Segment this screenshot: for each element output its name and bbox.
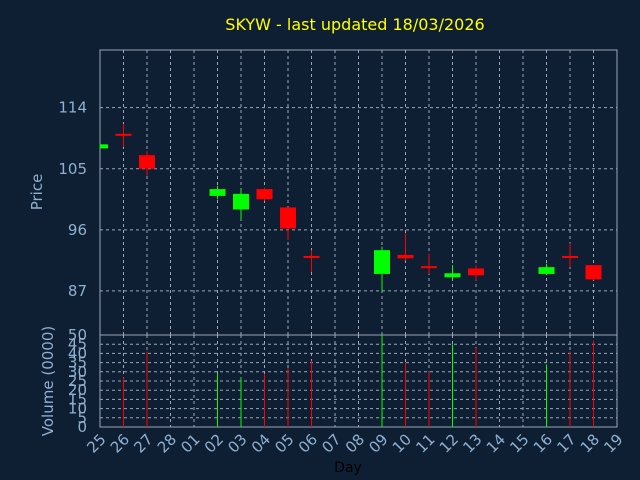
price-tick-labels: 87 96 105 114 xyxy=(58,99,87,300)
candle xyxy=(444,265,461,279)
price-tick-label: 96 xyxy=(68,221,87,239)
candle-body xyxy=(468,268,484,276)
candle-body xyxy=(562,255,578,258)
day-tick-label: 05 xyxy=(271,430,297,456)
volume-gridlines xyxy=(99,334,618,428)
volume-tick-label: 35 xyxy=(68,354,87,372)
volume-tick-label: 20 xyxy=(68,381,87,399)
candle xyxy=(374,246,390,291)
candle xyxy=(585,265,602,281)
candle xyxy=(421,253,437,274)
candle xyxy=(303,250,320,272)
day-tick-label: 06 xyxy=(295,430,321,456)
candles xyxy=(99,123,602,291)
day-tick-label: 18 xyxy=(577,430,603,456)
day-axis-label: Day xyxy=(334,460,362,476)
price-tick-label: 114 xyxy=(58,99,87,117)
day-tick-label: 04 xyxy=(248,430,274,456)
day-tick-label: 16 xyxy=(530,430,556,456)
day-tick-labels: 2526272801020304050607080910111213141516… xyxy=(83,430,626,456)
day-tick-label: 17 xyxy=(553,430,579,456)
candle xyxy=(139,151,155,176)
candle-body xyxy=(538,267,555,274)
volume-bars xyxy=(123,335,594,427)
chart-title: SKYW - last updated 18/03/2026 xyxy=(225,15,484,34)
candle-body xyxy=(303,255,320,258)
volume-plot-frame xyxy=(99,334,618,428)
candle-body xyxy=(115,133,132,136)
day-tick-label: 26 xyxy=(107,430,133,456)
volume-tick-label: 50 xyxy=(68,326,87,344)
volume-tick-label: 25 xyxy=(68,372,87,390)
day-tick-label: 03 xyxy=(224,430,250,456)
volume-tick-label: 30 xyxy=(68,363,87,381)
day-tick-label: 02 xyxy=(201,430,227,456)
volume-tick-label: 40 xyxy=(68,344,87,362)
price-axis-label: Price xyxy=(28,174,46,211)
day-tick-label: 19 xyxy=(600,430,626,456)
volume-tick-label: 45 xyxy=(68,335,87,353)
candle-body xyxy=(100,144,108,149)
candle-body xyxy=(421,266,437,269)
candle-body xyxy=(397,254,414,259)
day-tick-label: 25 xyxy=(83,430,109,456)
volume-tick-label: 0 xyxy=(77,418,87,436)
day-tick-label: 08 xyxy=(342,430,368,456)
day-tick-label: 15 xyxy=(506,430,532,456)
volume-axis-label: Volume (0000) xyxy=(39,326,57,436)
candle-body xyxy=(233,193,249,210)
candle xyxy=(256,187,273,201)
candle-body xyxy=(139,155,155,169)
day-tick-label: 13 xyxy=(459,430,485,456)
price-gridlines xyxy=(99,50,618,335)
day-tick-label: 09 xyxy=(365,430,391,456)
candle-body xyxy=(256,189,273,200)
price-tick-label: 105 xyxy=(58,160,87,178)
candle xyxy=(233,189,249,220)
candle xyxy=(115,123,132,148)
day-tick-label: 12 xyxy=(436,430,462,456)
candle xyxy=(209,185,226,200)
candle xyxy=(468,265,484,281)
volume-tick-label: 15 xyxy=(68,390,87,408)
candle-body xyxy=(209,189,226,196)
candle-body xyxy=(374,250,390,274)
candle-body xyxy=(444,273,461,278)
day-tick-label: 11 xyxy=(412,430,438,456)
volume-tick-label: 5 xyxy=(77,409,87,427)
day-tick-label: 14 xyxy=(483,430,509,456)
candle xyxy=(562,243,578,268)
day-tick-label: 01 xyxy=(177,430,203,456)
volume-tick-label: 10 xyxy=(68,400,87,418)
price-tick-label: 87 xyxy=(68,282,87,300)
candle xyxy=(538,263,555,276)
day-tick-label: 07 xyxy=(318,430,344,456)
day-tick-label: 28 xyxy=(154,430,180,456)
candle-body xyxy=(585,265,602,280)
day-tick-label: 10 xyxy=(389,430,415,456)
candle xyxy=(280,207,296,240)
candle-body xyxy=(280,207,296,229)
candle xyxy=(99,143,108,149)
day-tick-label: 27 xyxy=(130,430,156,456)
candle xyxy=(397,233,414,261)
